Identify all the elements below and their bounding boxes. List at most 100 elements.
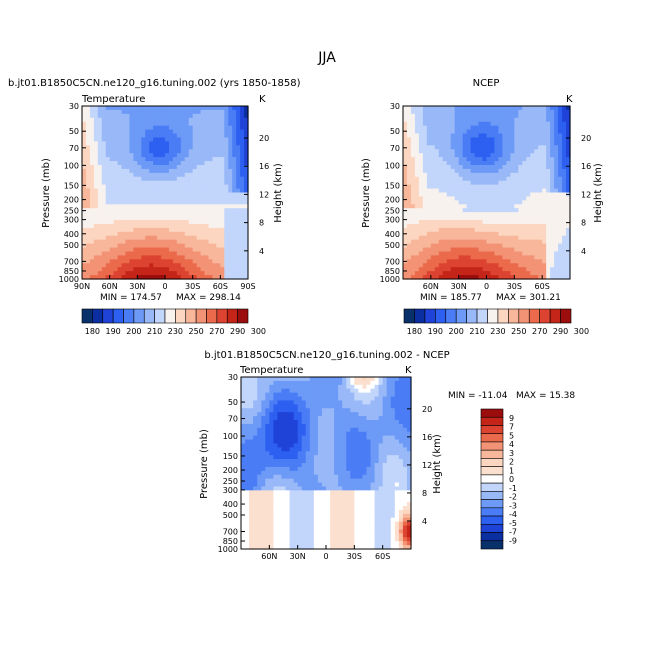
contour-cell [558,243,563,249]
contour-cell [422,192,428,198]
contour-cell [450,141,456,146]
contour-cell [200,176,206,182]
contour-cell [486,192,492,198]
contour-cell [261,416,266,421]
contour-cell [105,259,111,264]
contour-cell [494,212,500,217]
contour-cell [236,196,241,201]
contour-cell [101,247,107,253]
contour-cell [176,141,182,146]
contour-cell [101,141,107,146]
contour-cell [478,204,484,209]
contour-cell [366,384,372,390]
contour-cell [518,141,523,146]
contour-cell [125,271,131,276]
contour-cell [236,133,241,139]
contour-cell [97,121,103,127]
contour-cell [474,235,480,241]
contour-cell [510,133,515,139]
contour-cell [244,113,249,119]
contour-cell [534,204,539,209]
contour-cell [281,466,287,472]
contour-cell [458,145,464,150]
contour-cell [261,466,266,472]
contour-cell [486,247,492,253]
contour-cell [502,145,507,150]
contour-cell [510,267,515,272]
contour-cell [117,164,123,170]
contour-cell [145,208,150,213]
contour-cell [208,251,214,257]
contour-cell [490,204,496,209]
contour-cell [414,113,420,119]
contour-cell [321,439,327,445]
contour-cell [241,380,246,386]
contour-cell [526,149,531,154]
contour-cell [562,125,567,131]
contour-cell [398,451,404,456]
contour-cell [82,200,87,205]
contour-cell [470,129,476,135]
contour-cell [141,137,146,142]
contour-cell [101,212,107,217]
contour-cell [172,275,178,280]
contour-cell [117,109,123,115]
contour-cell [153,184,158,190]
contour-cell [446,192,452,198]
contour-cell [506,168,511,174]
contour-cell [125,227,131,233]
contour-cell [494,176,500,182]
contour-cell [418,172,424,178]
contour-cell [546,164,551,170]
contour-cell [438,157,444,162]
contour-cell [125,200,131,205]
contour-cell [285,474,291,480]
contour-cell [180,129,186,135]
contour-cell [137,109,142,115]
contour-cell [422,212,428,217]
contour-cell [289,474,295,480]
contour-cell [490,212,496,217]
contour-cell [498,216,504,221]
contour-cell [558,137,563,142]
contour-cell [192,184,198,190]
contour-cell [430,220,436,225]
contour-cell [180,125,186,131]
contour-cell [236,235,241,241]
contour-cell [105,255,111,260]
contour-cell [192,231,198,237]
contour-cell [172,117,178,123]
contour-cell [562,149,567,154]
contour-cell [450,168,456,174]
contour-cell [454,235,460,241]
contour-cell [418,153,424,158]
contour-cell [241,420,246,425]
contour-cell [462,267,468,272]
contour-cell [398,416,404,421]
contour-cell [522,200,527,205]
contour-cell [117,243,123,249]
contour-cell [232,176,237,182]
contour-cell [192,137,198,142]
contour-cell [184,231,190,237]
contour-cell [244,251,249,257]
contour-cell [204,251,210,257]
contour-cell [188,231,194,237]
contour-cell [113,192,119,198]
contour-cell [204,168,210,174]
contour-cell [538,239,543,245]
contour-cell [326,408,331,413]
contour-cell [374,396,380,402]
contour-cell [212,208,217,213]
contour-cell [422,113,428,119]
contour-cell [212,220,217,225]
contour-cell [285,478,291,484]
contour-cell [321,463,327,468]
contour-cell [137,149,142,154]
contour-cell [394,466,400,472]
contour-cell [133,157,138,162]
contour-cell [418,267,424,272]
colorbar-swatch [455,308,467,324]
contour-cell [188,196,194,201]
